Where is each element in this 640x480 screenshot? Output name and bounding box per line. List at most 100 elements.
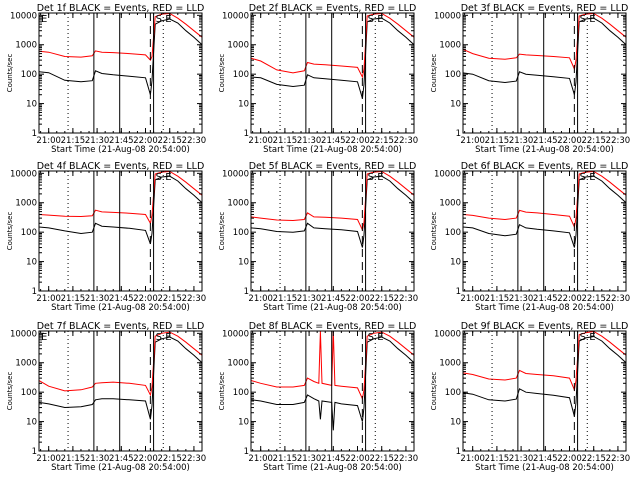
y-tick-label: 10	[26, 258, 37, 268]
x-tick-label: 21:00	[248, 136, 273, 146]
x-tick-label: 21:00	[460, 136, 485, 146]
x-tick-label: 21:00	[248, 294, 273, 304]
y-tick-label: 10000	[434, 169, 461, 179]
x-tick-label: 22:00	[557, 136, 582, 146]
x-tick-label: 21:30	[85, 454, 110, 464]
time-marker-label: S	[368, 332, 374, 343]
x-tick-label: 22:15	[369, 294, 394, 304]
x-tick-label: 21:15	[273, 136, 298, 146]
y-tick-label: 1000	[15, 359, 37, 369]
y-tick-label: 1000	[227, 199, 249, 209]
y-tick-label: 1	[32, 287, 37, 297]
time-marker-label: S	[368, 14, 374, 25]
y-tick-label: 10000	[10, 11, 37, 21]
y-axis-label: Counts/sec	[6, 372, 14, 411]
time-marker-label: S	[156, 14, 162, 25]
x-tick-label: 21:15	[61, 454, 86, 464]
series-line-events	[251, 17, 414, 99]
x-tick-label: 21:00	[36, 136, 61, 146]
x-tick-label: 21:45	[321, 136, 346, 146]
x-tick-label: 22:30	[606, 136, 631, 146]
x-tick-label: 21:30	[297, 294, 322, 304]
x-tick-label: 22:00	[133, 454, 158, 464]
series-line-lld	[463, 13, 626, 71]
time-marker-label: E	[589, 14, 595, 25]
x-tick-label: 22:15	[157, 294, 182, 304]
time-marker-label: E	[41, 14, 47, 25]
x-axis-label: Start Time (21-Aug-08 20:54:00)	[263, 463, 402, 473]
x-axis-label: Start Time (21-Aug-08 20:54:00)	[263, 303, 402, 313]
series-line-events	[39, 18, 202, 95]
series-line-lld	[251, 13, 414, 79]
y-tick-label: 10	[26, 100, 37, 110]
x-axis-label: Start Time (21-Aug-08 20:54:00)	[51, 145, 190, 155]
series-line-events	[463, 17, 626, 95]
chart-data-area	[251, 13, 414, 99]
x-axis-label: Start Time (21-Aug-08 20:54:00)	[51, 463, 190, 473]
time-marker-label: S	[156, 332, 162, 343]
y-tick-label: 10000	[434, 329, 461, 339]
x-tick-label: 21:00	[460, 454, 485, 464]
y-tick-label: 100	[21, 228, 37, 238]
series-line-lld	[463, 171, 626, 229]
y-tick-label: 1	[456, 447, 461, 457]
x-tick-label: 21:45	[533, 454, 558, 464]
x-tick-label: 22:15	[581, 454, 606, 464]
y-tick-label: 1000	[439, 199, 461, 209]
x-tick-label: 22:30	[394, 294, 419, 304]
series-line-lld	[39, 171, 202, 225]
y-tick-label: 10	[450, 418, 461, 428]
x-axis-label: Start Time (21-Aug-08 20:54:00)	[263, 145, 402, 155]
chart-title: Det 6f BLACK = Events, RED = LLD	[461, 161, 629, 172]
time-marker-label: S	[368, 172, 374, 183]
plot-frame	[462, 330, 627, 452]
chart-title: Det 1f BLACK = Events, RED = LLD	[37, 3, 205, 14]
time-marker-label: E	[589, 332, 595, 343]
y-tick-label: 10	[26, 418, 37, 428]
y-tick-label: 100	[233, 388, 249, 398]
x-tick-label: 22:30	[182, 454, 207, 464]
x-tick-label: 22:00	[133, 136, 158, 146]
chart-data-area	[463, 13, 626, 95]
series-line-events	[463, 335, 626, 417]
y-tick-label: 10	[238, 258, 249, 268]
time-marker-label: E	[165, 14, 171, 25]
x-tick-label: 22:15	[369, 136, 394, 146]
chart-title: Det 7f BLACK = Events, RED = LLD	[37, 321, 205, 332]
plot-frame	[38, 170, 203, 292]
time-marker-label: E	[165, 332, 171, 343]
chart-data-area	[39, 171, 202, 245]
y-tick-label: 100	[233, 228, 249, 238]
x-axis-label: Start Time (21-Aug-08 20:54:00)	[475, 303, 614, 313]
time-marker-label: S	[580, 172, 586, 183]
y-tick-label: 10000	[222, 329, 249, 339]
x-tick-label: 22:00	[345, 294, 370, 304]
y-tick-label: 10000	[10, 329, 37, 339]
y-axis-label: Counts/sec	[430, 54, 438, 93]
x-tick-label: 21:45	[109, 454, 134, 464]
x-tick-label: 21:15	[273, 294, 298, 304]
y-tick-label: 1	[244, 287, 249, 297]
x-tick-label: 22:30	[182, 294, 207, 304]
y-axis-label: Counts/sec	[218, 54, 226, 93]
x-tick-label: 22:30	[606, 294, 631, 304]
chart-title: Det 3f BLACK = Events, RED = LLD	[461, 3, 629, 14]
x-tick-label: 21:15	[485, 454, 510, 464]
x-tick-label: 21:00	[460, 294, 485, 304]
y-tick-label: 10000	[434, 11, 461, 21]
x-tick-label: 21:00	[248, 454, 273, 464]
time-marker-label: S	[156, 172, 162, 183]
y-tick-label: 1	[244, 447, 249, 457]
plot-frame	[38, 330, 203, 452]
y-tick-label: 10	[450, 258, 461, 268]
x-tick-label: 22:15	[157, 454, 182, 464]
y-tick-label: 1	[32, 129, 37, 139]
y-tick-label: 100	[21, 70, 37, 80]
